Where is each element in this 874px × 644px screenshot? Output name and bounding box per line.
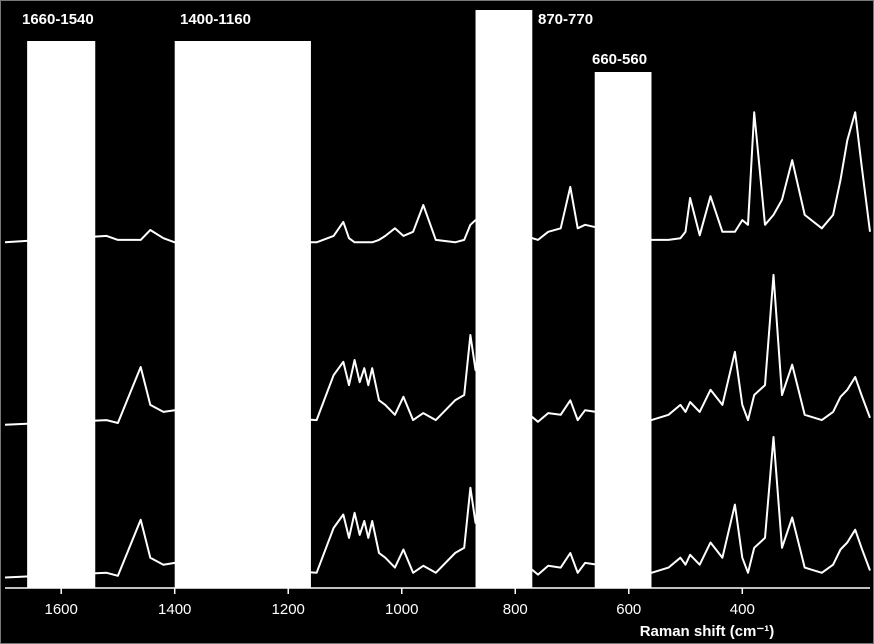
excluded-region [174,41,311,588]
x-tick-label: 800 [503,601,528,618]
spectrum-line [4,273,871,426]
excluded-region [27,41,96,588]
region-label: 1400-1160 [180,11,251,28]
region-label: 870-770 [538,11,593,28]
x-tick-label: 1000 [385,601,418,618]
x-tick-label: 600 [616,601,641,618]
x-tick-label: 1400 [158,601,191,618]
x-tick-label: 400 [730,601,755,618]
region-label: 1660-1540 [22,11,94,28]
spectrum-line [4,436,871,579]
spectrum-line [4,111,871,244]
x-tick-label: 1200 [272,601,305,618]
excluded-region [475,10,533,588]
x-axis-label: Raman shift (cm⁻¹) [640,623,775,640]
x-tick-label: 1600 [45,601,78,618]
region-label: 660-560 [592,51,647,68]
excluded-region [594,72,652,588]
